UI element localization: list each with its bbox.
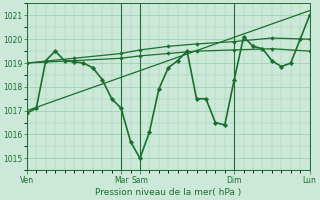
X-axis label: Pression niveau de la mer( hPa ): Pression niveau de la mer( hPa ) xyxy=(95,188,241,197)
